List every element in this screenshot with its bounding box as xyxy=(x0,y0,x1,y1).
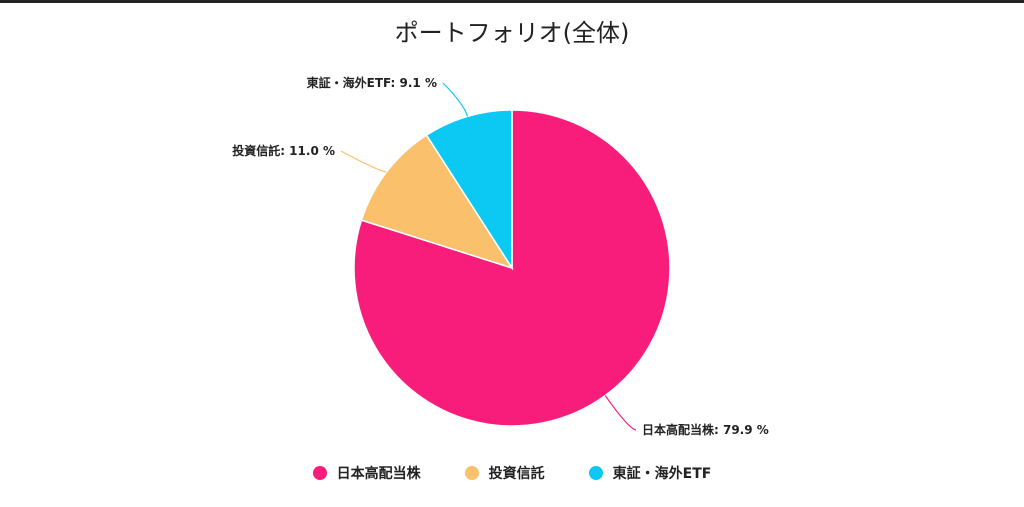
legend-label: 日本高配当株 xyxy=(336,466,421,482)
legend-label: 東証・海外ETF xyxy=(612,466,712,482)
leader-line xyxy=(604,395,637,431)
legend-item-japan-high-dividend[interactable]: 日本高配当株 xyxy=(312,463,421,483)
slice-data-label: 日本高配当株: 79.9 % xyxy=(642,422,769,437)
leader-line xyxy=(442,82,469,117)
leader-line xyxy=(340,150,387,173)
legend-item-tse-foreign-etf[interactable]: 東証・海外ETF xyxy=(588,463,712,483)
slice-investment-trust[interactable] xyxy=(360,134,514,270)
leader-lines xyxy=(340,82,637,431)
pie-slices xyxy=(353,109,671,427)
legend-swatch xyxy=(312,466,327,480)
legend-swatch xyxy=(588,466,603,480)
slice-tse-foreign-etf[interactable] xyxy=(425,109,513,271)
legend-item-investment-trust[interactable]: 投資信託 xyxy=(464,463,545,483)
slice-data-label: 東証・海外ETF: 9.1 % xyxy=(307,75,437,90)
pie-chart: 日本高配当株: 79.9 % 投資信託: 11.0 % 東証・海外ETF: 9.1 … xyxy=(232,75,769,437)
slice-data-label: 投資信託: 11.0 % xyxy=(232,143,335,158)
legend-swatch xyxy=(464,466,479,480)
chart-title: ポートフォリオ(全体) xyxy=(394,19,630,47)
legend: 日本高配当株 投資信託 東証・海外ETF xyxy=(0,463,1024,483)
legend-label: 投資信託 xyxy=(488,466,545,482)
slice-labels: 日本高配当株: 79.9 % 投資信託: 11.0 % 東証・海外ETF: 9.1 … xyxy=(232,75,769,437)
